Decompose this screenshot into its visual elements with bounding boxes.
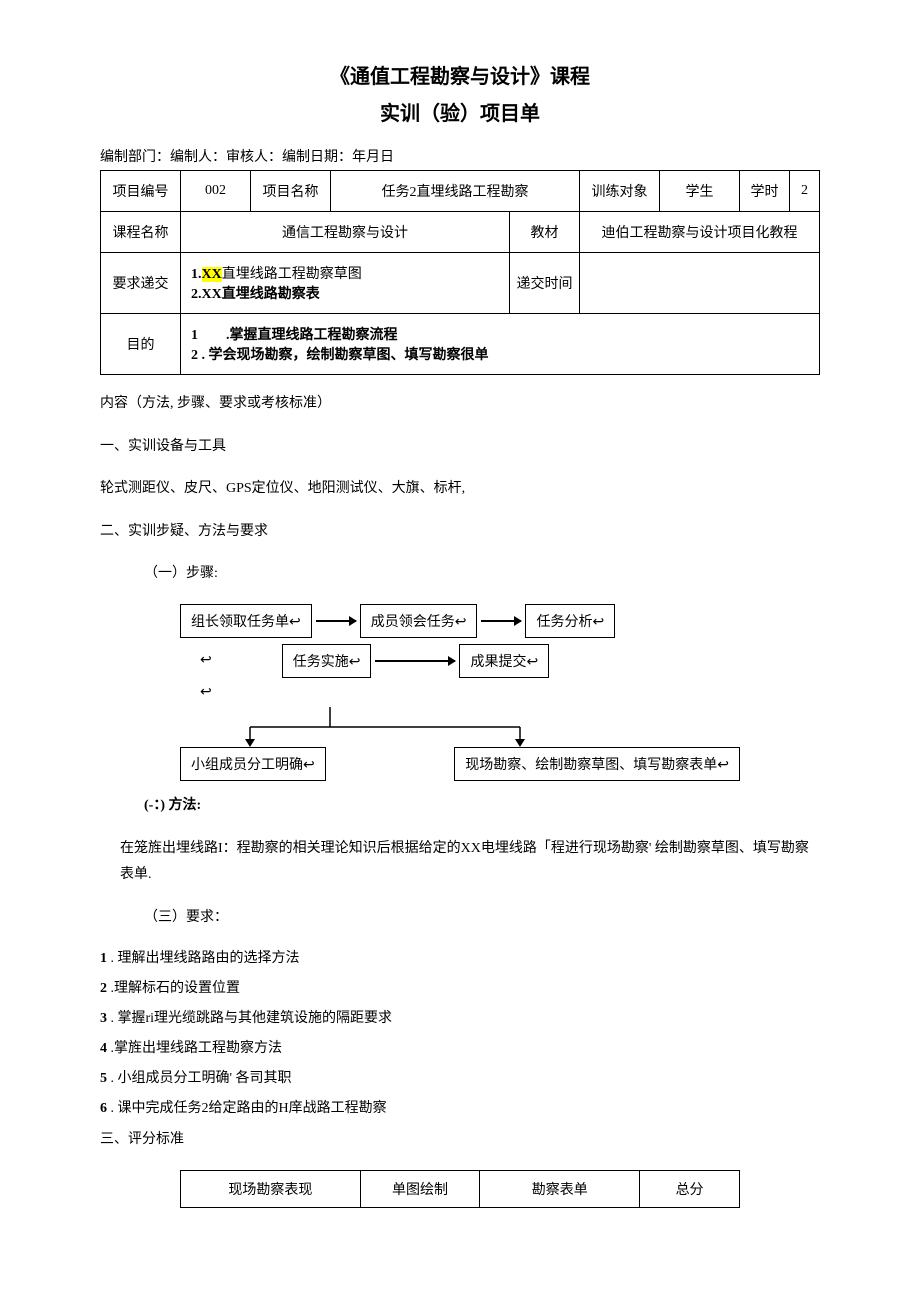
cell-value: 迪伯工程勘察与设计项目化教程 xyxy=(580,212,820,253)
score-table: 现场勘察表现 单图绘制 勘察表单 总分 xyxy=(180,1170,740,1208)
cell-value: 学生 xyxy=(660,171,740,212)
cell-value: 2 xyxy=(790,171,820,212)
table-row: 课程名称 通信工程勘察与设计 教材 迪伯工程勘察与设计项目化教程 xyxy=(101,212,820,253)
num: 1 xyxy=(100,951,107,966)
cell-value: 002 xyxy=(181,171,251,212)
cell-label: 课程名称 xyxy=(101,212,181,253)
text: .掌旌出埋线路工程勘察方法 xyxy=(107,1041,282,1056)
cell-value: 通信工程勘察与设计 xyxy=(181,212,510,253)
cell-header: 单图绘制 xyxy=(360,1170,480,1207)
step-1-label: （一）步骤: xyxy=(100,561,820,588)
table-row: 现场勘察表现 单图绘制 勘察表单 总分 xyxy=(181,1170,740,1207)
flowchart: 组长领取任务单↩ 成员领会任务↩ 任务分析↩ ↩ 任务实施↩ 成果提交↩ ↩ 小… xyxy=(180,604,740,781)
arrow-right-icon xyxy=(375,660,455,662)
cell-label: 训练对象 xyxy=(580,171,660,212)
num: 3 xyxy=(100,1011,107,1026)
cell-label: 项目编号 xyxy=(101,171,181,212)
flow-node: 成果提交↩ xyxy=(459,644,549,678)
flow-node: 现场勘察、绘制勘察草图、填写勘察表单↩ xyxy=(454,747,740,781)
flow-node: 任务实施↩ xyxy=(282,644,372,678)
cell-value: 任务2直埋线路工程勘察 xyxy=(331,171,580,212)
table-row: 要求递交 1.XX直埋线路工程勘察草图 2.XX直埋线路勘察表 递交时间 xyxy=(101,253,820,314)
text: . 理解出埋线路路由的选择方法 xyxy=(107,951,300,966)
arrow-right-icon xyxy=(316,620,356,622)
meta-line: 编制部门：编制人：审核人：编制日期：年月日 xyxy=(100,146,820,166)
step-3-label: （三）要求： xyxy=(100,905,820,932)
flow-node: 任务分析↩ xyxy=(525,604,615,638)
table-row: 项目编号 002 项目名称 任务2直埋线路工程勘察 训练对象 学生 学时 2 xyxy=(101,171,820,212)
info-table: 项目编号 002 项目名称 任务2直埋线路工程勘察 训练对象 学生 学时 2 课… xyxy=(100,170,820,375)
text: 1 .掌握直理线路工程勘察流程 xyxy=(191,328,398,343)
cell-label: 要求递交 xyxy=(101,253,181,314)
content-header: 内容（方法, 步骤、要求或考核标准） xyxy=(100,391,820,418)
cell-label: 教材 xyxy=(510,212,580,253)
text: 直埋线路工程勘察草图 xyxy=(222,267,362,282)
flow-node: 组长领取任务单↩ xyxy=(180,604,312,638)
step-2-body: 在笼旌出埋线路I：程勘察的相关理论知识后根据给定的XX电埋线路「程进行现场勘察'… xyxy=(100,836,820,889)
table-row: 目的 1 .掌握直理线路工程勘察流程 2 . 学会现场勘察，绘制勘察草图、填写勘… xyxy=(101,314,820,375)
req-item: 4 .掌旌出埋线路工程勘察方法 xyxy=(100,1037,820,1057)
return-mark-icon: ↩ xyxy=(200,684,212,701)
section-2-title: 二、实训步疑、方法与要求 xyxy=(100,519,820,546)
req-item: 6 . 课中完成任务2给定路由的H庠战路工程勘察 xyxy=(100,1097,820,1117)
cell-label: 递交时间 xyxy=(510,253,580,314)
req-item: 5 . 小组成员分工明确' 各司其职 xyxy=(100,1067,820,1087)
num: 2 xyxy=(100,981,107,996)
text: . 课中完成任务2给定路由的H庠战路工程勘察 xyxy=(107,1101,387,1116)
text: .理解标石的设置位置 xyxy=(107,981,240,996)
title-sub: 实训（验）项目单 xyxy=(100,97,820,126)
cell-label: 目的 xyxy=(101,314,181,375)
flow-row-1: 组长领取任务单↩ 成员领会任务↩ 任务分析↩ xyxy=(180,604,740,638)
cell-value: 1.XX直埋线路工程勘察草图 2.XX直埋线路勘察表 xyxy=(181,253,510,314)
step-2-label: (-：) 方法: xyxy=(100,793,820,820)
flow-node: 小组成员分工明确↩ xyxy=(180,747,326,781)
text: . 小组成员分工明确' 各司其职 xyxy=(107,1071,292,1086)
section-1-title: 一、实训设备与工具 xyxy=(100,434,820,461)
num: 6 xyxy=(100,1101,107,1116)
section-1-body: 轮式测距仪、皮尺、GPS定位仪、地阳测试仪、大旗、标杆, xyxy=(100,476,820,503)
req-item: 1 . 理解出埋线路路由的选择方法 xyxy=(100,947,820,967)
section-3-title: 三、评分标准 xyxy=(100,1127,820,1154)
num: 5 xyxy=(100,1071,107,1086)
title-main: 《通值工程勘察与设计》课程 xyxy=(100,60,820,89)
cell-header: 勘察表单 xyxy=(480,1170,640,1207)
flow-row-3: 小组成员分工明确↩ 现场勘察、绘制勘察草图、填写勘察表单↩ xyxy=(180,747,740,781)
highlight-text: XX xyxy=(202,267,222,282)
arrow-right-icon xyxy=(481,620,521,622)
cell-label: 学时 xyxy=(740,171,790,212)
flow-row-2b: ↩ xyxy=(180,684,740,701)
cell-header: 现场勘察表现 xyxy=(181,1170,361,1207)
req-item: 2 .理解标石的设置位置 xyxy=(100,977,820,997)
cell-label: 项目名称 xyxy=(251,171,331,212)
text: 2.XX直埋线路勘察表 xyxy=(191,287,320,302)
num: 4 xyxy=(100,1041,107,1056)
cell-header: 总分 xyxy=(640,1170,740,1207)
cell-value: 1 .掌握直理线路工程勘察流程 2 . 学会现场勘察，绘制勘察草图、填写勘察很单 xyxy=(181,314,820,375)
text: 2 . 学会现场勘察，绘制勘察草图、填写勘察很单 xyxy=(191,348,489,363)
connector-lines-icon xyxy=(180,707,740,747)
req-item: 3 . 掌握ri理光缆跳路与其他建筑设施的隔距要求 xyxy=(100,1007,820,1027)
flow-node: 成员领会任务↩ xyxy=(360,604,478,638)
flow-row-2: ↩ 任务实施↩ 成果提交↩ xyxy=(180,644,740,678)
text: 1. xyxy=(191,267,202,282)
cell-value xyxy=(580,253,820,314)
return-mark-icon: ↩ xyxy=(200,652,212,669)
text: . 掌握ri理光缆跳路与其他建筑设施的隔距要求 xyxy=(107,1011,392,1026)
